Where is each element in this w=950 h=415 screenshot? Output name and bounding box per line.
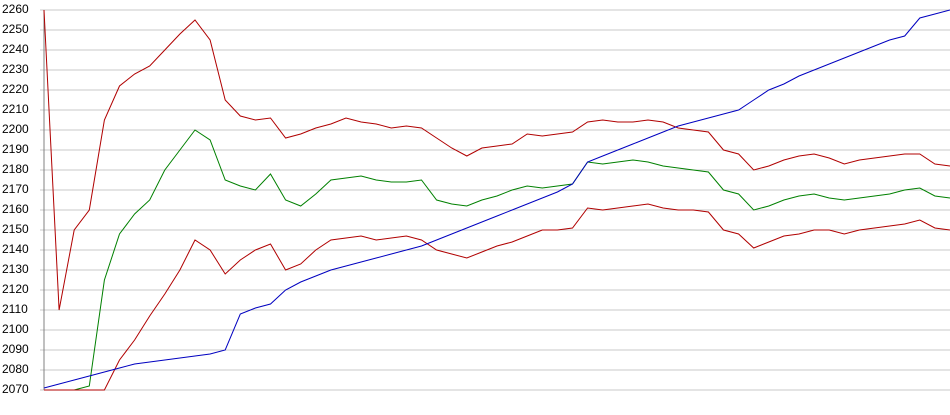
y-tick-label: 2140 <box>2 242 29 256</box>
y-tick-label: 2080 <box>2 362 29 376</box>
y-tick-label: 2150 <box>2 222 29 236</box>
y-tick-label: 2190 <box>2 142 29 156</box>
y-tick-label: 2230 <box>2 62 29 76</box>
y-tick-label: 2160 <box>2 202 29 216</box>
y-tick-label: 2090 <box>2 342 29 356</box>
y-tick-label: 2070 <box>2 382 29 396</box>
y-tick-label: 2130 <box>2 262 29 276</box>
y-tick-label: 2120 <box>2 282 29 296</box>
y-tick-label: 2260 <box>2 2 29 16</box>
series-line <box>44 203 950 391</box>
series-line <box>43 9 950 311</box>
series-line <box>43 9 950 389</box>
y-tick-label: 2100 <box>2 322 29 336</box>
y-tick-label: 2170 <box>2 182 29 196</box>
y-tick-label: 2180 <box>2 162 29 176</box>
y-tick-label: 2200 <box>2 122 29 136</box>
series-line <box>44 129 950 391</box>
y-tick-label: 2210 <box>2 102 29 116</box>
y-tick-label: 2250 <box>2 22 29 36</box>
y-tick-label: 2240 <box>2 42 29 56</box>
y-tick-label: 2220 <box>2 82 29 96</box>
y-tick-label: 2110 <box>2 302 28 316</box>
